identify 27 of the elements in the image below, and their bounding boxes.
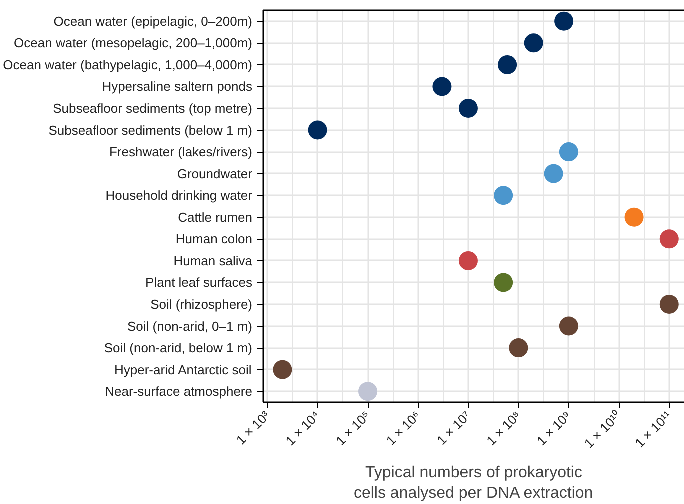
y-tick-label: Hypersaline saltern ponds <box>102 79 253 94</box>
x-tick-label: 1 × 10¹¹ <box>632 408 676 451</box>
x-tick-label: 1 × 10⁸ <box>484 408 524 448</box>
y-tick-label: Ocean water (epipelagic, 0–200m) <box>54 14 253 29</box>
x-tick-label: 1 × 10⁶ <box>383 408 424 448</box>
y-tick-label: Cattle rumen <box>178 210 252 225</box>
x-axis-title: Typical numbers of prokaryotic cells analysed per DNA extraction <box>354 464 594 502</box>
x-tick-label: 1 × 10³ <box>233 408 274 448</box>
y-tick-label: Freshwater (lakes/rivers) <box>109 144 253 160</box>
y-tick-label: Near-surface atmosphere <box>105 384 253 400</box>
y-tick-label: Human colon <box>176 232 253 247</box>
y-tick-label: Groundwater <box>177 166 254 182</box>
y-tick-label: Hyper-arid Antarctic soil <box>114 362 252 378</box>
x-tick-label: 1 × 10⁷ <box>434 408 474 448</box>
y-tick-label: Soil (non-arid, below 1 m) <box>104 340 253 356</box>
y-tick-label: Soil (rhizosphere) <box>150 297 252 312</box>
y-tick-label: Soil (non-arid, 0–1 m) <box>128 318 252 334</box>
y-tick-label: Subseafloor sediments (below 1 m) <box>48 122 253 138</box>
y-tick-label: Household drinking water <box>106 188 254 204</box>
y-tick-label: Ocean water (bathypelagic, 1,000–4,000m) <box>3 57 253 72</box>
y-tick-label: Plant leaf surfaces <box>146 275 253 290</box>
x-tick-label: 1 × 10⁹ <box>534 408 574 449</box>
x-tick-label: 1 × 10⁴ <box>282 408 324 449</box>
y-tick-label: Subseafloor sediments (top metre) <box>53 101 253 116</box>
y-tick-label: Ocean water (mesopelagic, 200–1,000m) <box>14 36 253 51</box>
y-tick-label: Human saliva <box>174 253 254 268</box>
x-tick-label: 1 × 10⁵ <box>333 408 374 448</box>
